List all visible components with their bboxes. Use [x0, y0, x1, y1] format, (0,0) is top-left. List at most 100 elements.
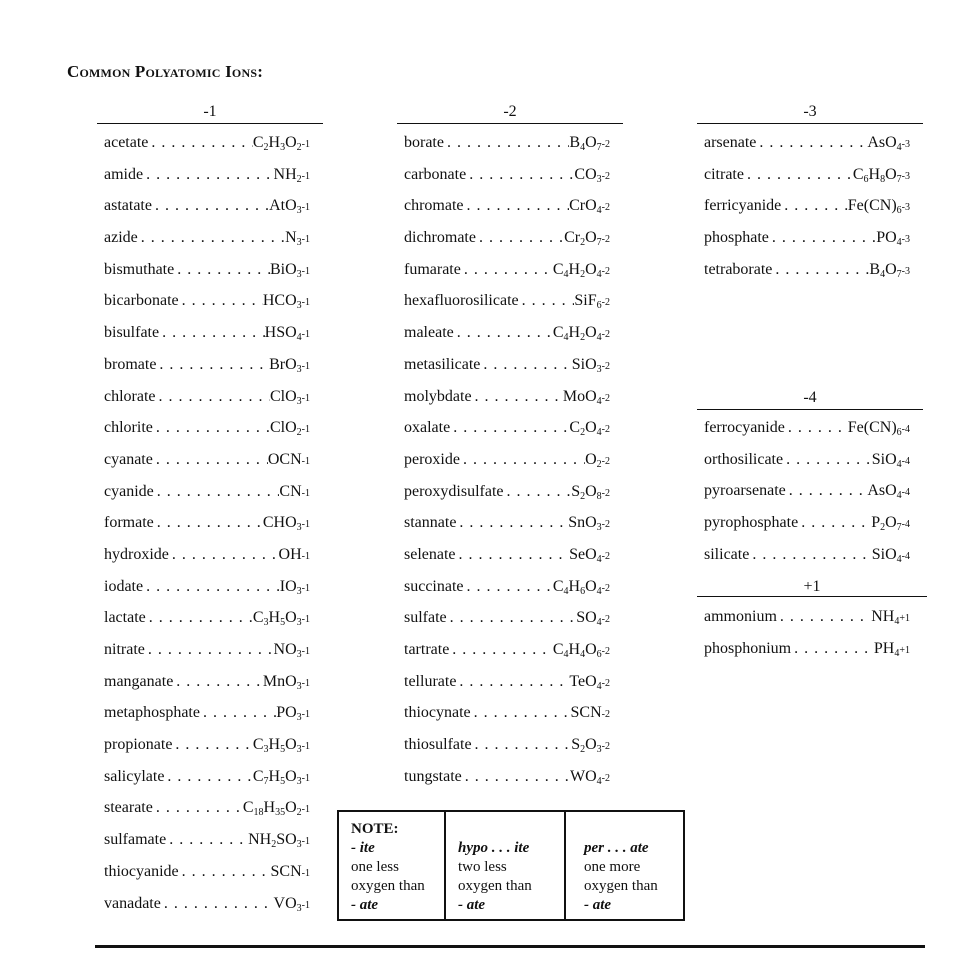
ion-formula: TeO4	[569, 672, 602, 692]
ion-charge: -1	[301, 265, 310, 277]
ion-charge: -1	[301, 424, 310, 436]
dot-leader	[447, 608, 577, 628]
ion-charge: -2	[601, 582, 610, 594]
dot-leader	[756, 133, 867, 153]
ion-charge: -1	[301, 139, 310, 150]
dot-leader	[749, 545, 871, 565]
dot-leader	[464, 577, 553, 597]
ion-charge: -2	[601, 455, 610, 467]
ion-row-metasilicate: metasilicate SiO3-2	[404, 355, 610, 387]
dot-leader	[164, 767, 252, 787]
note-line: oxygen than	[584, 878, 658, 894]
ion-row-tellurate: tellurate TeO4-2	[404, 672, 610, 704]
ion-charge: -1	[301, 614, 310, 626]
dot-leader	[791, 639, 874, 659]
ion-charge: -3	[901, 234, 910, 246]
ion-list-minus-3: arsenateAsO4-3citrateC6H8O7-3ferricyanid…	[704, 133, 910, 291]
ion-formula: BrO3	[269, 355, 302, 375]
dot-leader	[146, 608, 253, 628]
ion-name: fumarate	[404, 260, 461, 278]
dot-leader	[466, 165, 574, 185]
dot-leader	[476, 228, 564, 248]
note-prefix: per . . . ate	[584, 840, 649, 856]
ion-formula: MoO4	[562, 387, 602, 407]
note-line: one less	[351, 859, 399, 875]
ion-row-vanadate: vanadate VO3-1	[104, 894, 310, 926]
ion-row-fumarate: fumarate C4H2O4-2	[404, 260, 610, 292]
note-line: two less	[458, 859, 507, 875]
ion-row-arsenate: arsenate AsO4-3	[704, 133, 910, 165]
ion-charge: -1	[301, 836, 310, 848]
ion-name: phosphate	[704, 229, 769, 247]
ion-charge: -2	[601, 741, 610, 753]
ion-formula: C3H5O3	[252, 736, 302, 756]
ion-row-oxalate: oxalate C2O4-2	[404, 418, 610, 450]
ion-name: tungstate	[404, 767, 462, 785]
ion-formula: NO3	[273, 641, 302, 660]
ion-charge: -1	[301, 646, 310, 657]
ion-name: molybdate	[404, 387, 472, 405]
dot-leader	[454, 323, 553, 343]
ion-charge: -1	[301, 677, 310, 689]
ion-name: astatate	[104, 197, 152, 215]
ion-row-chromate: chromate CrO4-2	[404, 196, 610, 228]
ion-row-astatate: astatate AtO3-1	[104, 196, 310, 228]
ion-name: chromate	[404, 197, 464, 215]
ion-row-bicarbonate: bicarbonate HCO3-1	[104, 291, 310, 323]
ion-charge: -1	[301, 709, 310, 721]
dot-leader	[461, 260, 553, 280]
ion-charge: -2	[601, 614, 610, 626]
ion-list-plus-1: ammoniumNH4+1phosphoniumPH4+1	[704, 607, 910, 670]
ion-name: thiosulfate	[404, 736, 472, 754]
dot-leader	[154, 482, 280, 502]
ion-row-ammonium: ammonium NH4+1	[704, 607, 910, 639]
ion-charge: -2	[601, 519, 610, 531]
dot-leader	[159, 323, 265, 343]
ion-name: selenate	[404, 545, 456, 563]
ion-formula: AsO4	[867, 134, 902, 153]
ion-name: tellurate	[404, 672, 457, 690]
dot-leader	[138, 228, 285, 248]
note-line: oxygen than	[351, 878, 425, 894]
ion-row-ferrocyanide: ferrocyanide Fe(CN)6-4	[704, 418, 910, 450]
ion-formula: SO4	[576, 609, 602, 629]
note-prefix: hypo . . . ite	[458, 840, 530, 856]
ion-row-succinate: succinate C4H6O4-2	[404, 577, 610, 609]
ion-row-cyanate: cyanate OCN-1	[104, 450, 310, 482]
ion-row-hexafluorosilicate: hexafluorosilicate SiF6-2	[404, 291, 610, 323]
dot-leader	[153, 450, 268, 470]
ion-charge: -1	[301, 741, 310, 753]
dot-leader	[744, 165, 853, 185]
ion-formula: PO3	[276, 704, 302, 724]
ion-row-borate: borate B4O7-2	[404, 133, 610, 165]
dot-leader	[143, 165, 273, 185]
ion-formula: S2O3	[571, 736, 602, 756]
ion-row-thiocynate: thiocynate SCN-2	[404, 703, 610, 735]
ion-formula: Fe(CN)6	[847, 419, 902, 438]
ion-name: azide	[104, 229, 138, 247]
ion-row-thiosulfate: thiosulfate S2O3-2	[404, 735, 610, 767]
dot-leader	[153, 798, 243, 818]
dot-leader	[148, 133, 252, 153]
ion-name: thiocynate	[404, 704, 471, 722]
ion-name: chlorate	[104, 387, 156, 405]
ion-row-molybdate: molybdate MoO4-2	[404, 387, 610, 419]
ion-formula: WO4	[570, 767, 602, 787]
ion-formula: C18H35O2	[242, 799, 302, 819]
dot-leader	[450, 418, 569, 438]
note-suffix: - ate	[458, 897, 486, 913]
note-cell-per-ate: per . . . ate one more oxygen than - ate	[564, 812, 683, 919]
ion-charge: -1	[301, 519, 310, 531]
ion-row-nitrate: nitrate NO3-1	[104, 640, 310, 672]
ion-charge: -1	[301, 487, 310, 499]
ion-charge: +1	[899, 613, 910, 624]
ion-name: tetraborate	[704, 260, 773, 278]
dot-leader	[173, 672, 263, 692]
dot-leader	[154, 513, 263, 533]
ion-formula: NH2SO3	[248, 831, 302, 851]
ion-charge: -2	[601, 392, 610, 404]
ion-name: metaphosphate	[104, 704, 200, 722]
ion-row-bisulfate: bisulfate HSO4-1	[104, 323, 310, 355]
dot-leader	[519, 291, 575, 311]
ion-formula: CO3	[574, 165, 602, 185]
